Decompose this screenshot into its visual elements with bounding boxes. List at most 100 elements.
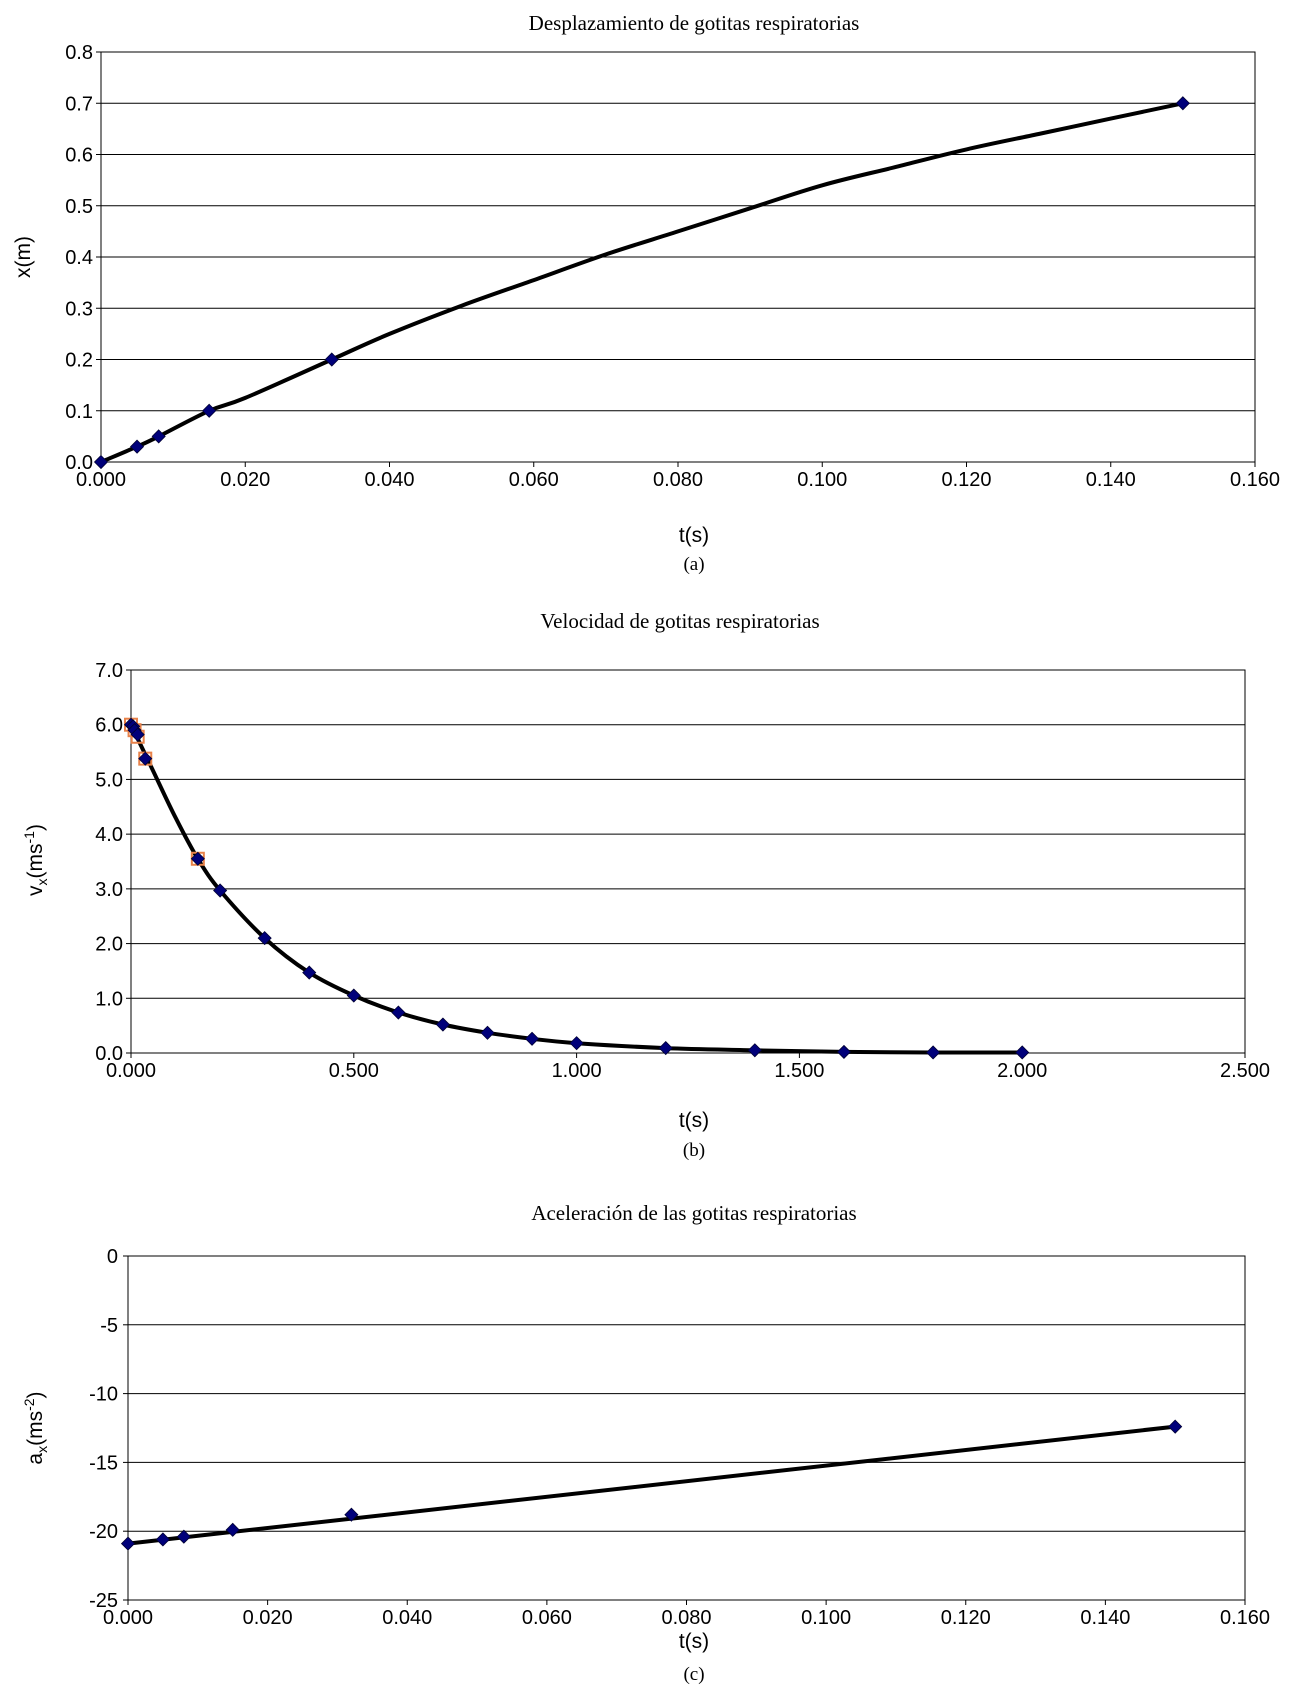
chart-caption: (b) bbox=[683, 1140, 705, 1161]
series-line bbox=[99, 101, 1185, 464]
y-tick-label: 6.0 bbox=[95, 715, 123, 737]
data-point bbox=[1015, 1045, 1030, 1060]
gridlines bbox=[128, 1324, 1245, 1532]
series-line bbox=[126, 1424, 1178, 1546]
chart-displacement: Desplazamiento de gotitas respiratorias … bbox=[12, 11, 1280, 575]
series-curve bbox=[99, 101, 1185, 464]
x-axis-ticks: 0.000 0.500 1.000 1.500 2.000 2.500 bbox=[106, 1053, 1270, 1082]
data-point bbox=[130, 727, 145, 742]
series-points bbox=[120, 1419, 1183, 1551]
y-tick-label: 4.0 bbox=[95, 824, 123, 846]
x-tick-label: 2.500 bbox=[1220, 1060, 1270, 1082]
y-tick-label: 0.4 bbox=[65, 247, 93, 269]
y-tick-label: 0.1 bbox=[65, 401, 93, 423]
data-point bbox=[190, 851, 205, 866]
x-tick-label: 0.060 bbox=[522, 1607, 572, 1629]
plot-area bbox=[127, 1255, 1246, 1601]
data-point bbox=[202, 403, 217, 418]
data-point bbox=[435, 1017, 450, 1032]
y-axis-label: ax(ms-2) bbox=[21, 1391, 50, 1464]
data-point bbox=[344, 1507, 359, 1522]
data-point bbox=[176, 1529, 191, 1544]
x-tick-label: 0.000 bbox=[106, 1060, 156, 1082]
y-tick-label: 3.0 bbox=[95, 879, 123, 901]
y-axis-ticks: 0.0 0.1 0.2 0.3 0.4 0.5 0.6 0.7 0.8 bbox=[65, 42, 101, 474]
x-axis-label: t(s) bbox=[679, 524, 709, 547]
x-tick-label: 0.160 bbox=[1220, 1607, 1270, 1629]
chart-caption: (c) bbox=[683, 1664, 704, 1685]
y-tick-label: 1.0 bbox=[95, 988, 123, 1010]
x-tick-label: 0.120 bbox=[941, 469, 991, 491]
data-point bbox=[302, 965, 317, 980]
gridlines bbox=[101, 102, 1255, 412]
data-point bbox=[346, 988, 361, 1003]
x-tick-label: 0.140 bbox=[1080, 1607, 1130, 1629]
x-tick-label: 0.020 bbox=[243, 1607, 293, 1629]
y-tick-label: 0.5 bbox=[65, 196, 93, 218]
x-tick-label: 0.000 bbox=[103, 1607, 153, 1629]
data-point bbox=[926, 1045, 941, 1060]
plot-area bbox=[130, 669, 1246, 1054]
series-points bbox=[123, 717, 1030, 1060]
y-tick-label: 5.0 bbox=[95, 769, 123, 791]
x-tick-label: 0.080 bbox=[653, 469, 703, 491]
y-tick-label: -15 bbox=[89, 1452, 118, 1474]
data-point bbox=[569, 1036, 584, 1051]
x-tick-label: 0.020 bbox=[220, 469, 270, 491]
series-curve bbox=[126, 1424, 1178, 1546]
chart-title: Velocidad de gotitas respiratorias bbox=[540, 609, 819, 633]
x-axis-ticks: 0.000 0.020 0.040 0.060 0.080 0.100 0.120 0.140… bbox=[76, 462, 1280, 491]
x-tick-label: 0.040 bbox=[382, 1607, 432, 1629]
series-points bbox=[93, 96, 1190, 470]
chart-velocity: Velocidad de gotitas respiratorias 0.0 1.… bbox=[21, 609, 1270, 1161]
y-tick-label: -20 bbox=[89, 1521, 118, 1543]
data-point bbox=[213, 883, 228, 898]
data-point bbox=[524, 1031, 540, 1046]
y-tick-label: 0.7 bbox=[65, 93, 93, 115]
y-tick-label: -5 bbox=[100, 1315, 118, 1337]
x-tick-label: 0.500 bbox=[329, 1060, 379, 1082]
x-tick-label: 0.160 bbox=[1230, 469, 1280, 491]
y-tick-label: 0.0 bbox=[65, 452, 93, 474]
data-point bbox=[747, 1043, 762, 1058]
y-tick-label: 0.3 bbox=[65, 298, 93, 320]
data-point bbox=[120, 1536, 136, 1551]
x-tick-label: 0.000 bbox=[76, 469, 126, 491]
y-tick-label: 0.6 bbox=[65, 145, 93, 167]
data-point bbox=[155, 1532, 170, 1547]
y-tick-label: -25 bbox=[89, 1590, 118, 1612]
x-axis-label: t(s) bbox=[679, 1109, 709, 1132]
x-tick-label: 0.100 bbox=[797, 469, 847, 491]
y-axis-ticks: 0.0 1.0 2.0 3.0 4.0 5.0 6.0 7.0 bbox=[95, 660, 131, 1065]
x-tick-label: 0.040 bbox=[364, 469, 414, 491]
chart-title: Aceleración de las gotitas respiratorias bbox=[531, 1201, 856, 1225]
x-axis-label: t(s) bbox=[679, 1630, 709, 1653]
y-tick-label: 0.0 bbox=[95, 1043, 123, 1065]
x-tick-label: 0.100 bbox=[801, 1607, 851, 1629]
data-point bbox=[93, 454, 109, 470]
data-point bbox=[658, 1041, 673, 1056]
data-point bbox=[138, 751, 153, 766]
data-point bbox=[151, 429, 166, 444]
y-axis-label: vx(ms-1) bbox=[21, 824, 50, 896]
data-point bbox=[1168, 1419, 1183, 1434]
x-tick-label: 0.120 bbox=[941, 1607, 991, 1629]
x-axis-ticks: 0.000 0.020 0.040 0.060 0.080 0.100 0.120 0.140… bbox=[103, 1600, 1270, 1629]
y-tick-label: -10 bbox=[89, 1384, 118, 1406]
data-point bbox=[129, 439, 145, 454]
x-tick-label: 1.500 bbox=[774, 1060, 824, 1082]
y-tick-label: 0 bbox=[107, 1246, 118, 1268]
y-axis-ticks: -25 -20 -15 -10 -5 0 bbox=[89, 1246, 128, 1612]
y-tick-label: 0.8 bbox=[65, 42, 93, 64]
data-point bbox=[225, 1522, 240, 1537]
gridlines bbox=[131, 724, 1245, 999]
x-tick-label: 1.000 bbox=[552, 1060, 602, 1082]
data-point bbox=[480, 1025, 495, 1040]
y-tick-label: 0.2 bbox=[65, 350, 93, 372]
chart-title: Desplazamiento de gotitas respiratorias bbox=[529, 11, 860, 35]
y-tick-label: 7.0 bbox=[95, 660, 123, 682]
x-tick-label: 2.000 bbox=[997, 1060, 1047, 1082]
data-point bbox=[257, 931, 272, 946]
data-point bbox=[391, 1005, 406, 1020]
